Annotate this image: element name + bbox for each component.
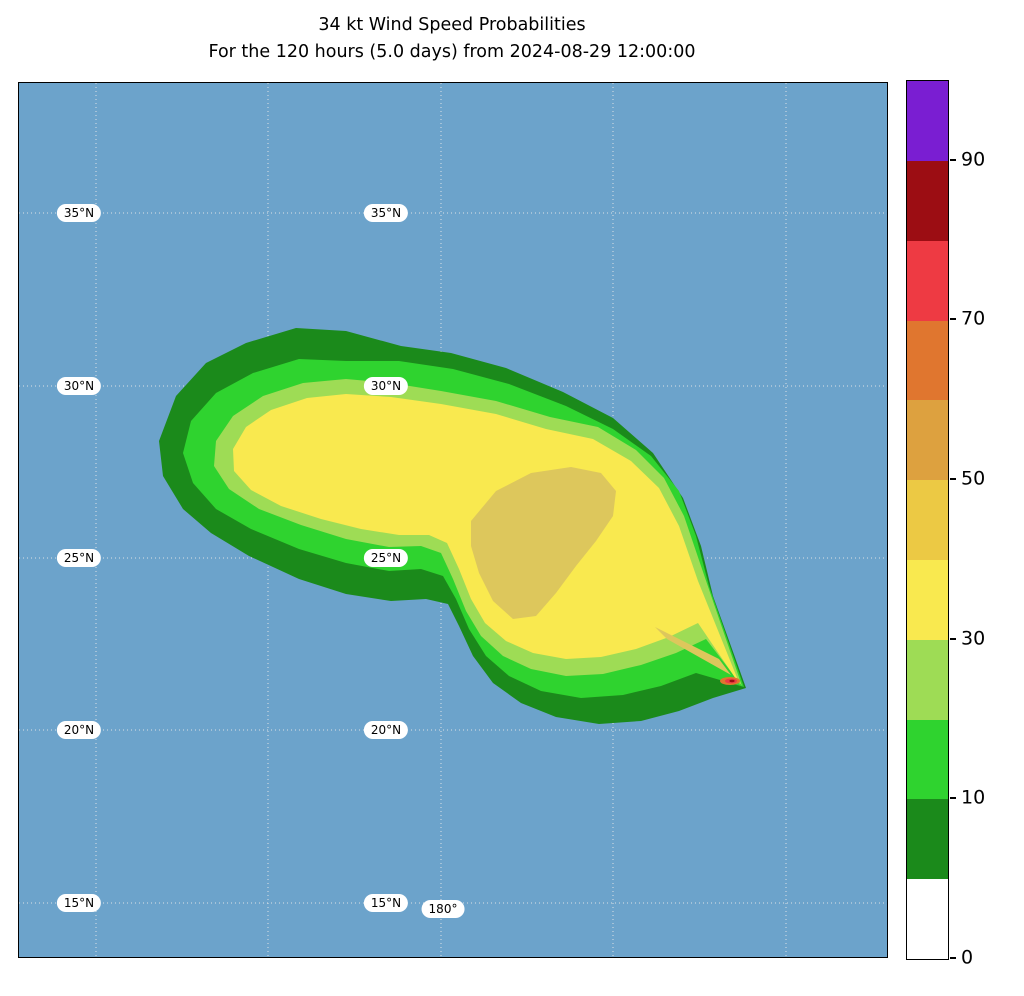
colorbar-tickmark-70 (950, 318, 956, 320)
contour-40pct (471, 467, 616, 619)
lat-label-35n-left: 35°N (56, 204, 102, 222)
colorbar (906, 80, 949, 960)
chart-title: 34 kt Wind Speed Probabilities For the 1… (0, 12, 904, 66)
colorbar-tick-label-90: 90 (961, 148, 986, 171)
colorbar-tickmark-30 (950, 638, 956, 640)
colorbar-segment-0-5 (907, 879, 948, 959)
colorbar-segment-80-90 (907, 160, 948, 241)
lat-label-35n-mid: 35°N (363, 204, 409, 222)
colorbar-segment-5-10 (907, 799, 948, 880)
contour-40pct-streak (655, 627, 731, 675)
colorbar-segment-10-20 (907, 719, 948, 800)
colorbar-segment-70-80 (907, 240, 948, 321)
colorbar-tickmark-50 (950, 478, 956, 480)
colorbar-segment-30-40 (907, 559, 948, 640)
colorbar-segment-20-30 (907, 639, 948, 720)
title-line-1: 34 kt Wind Speed Probabilities (318, 15, 586, 35)
lat-label-20n-left: 20°N (56, 721, 102, 739)
map-panel: 35°N 30°N 25°N 20°N 15°N 35°N 30°N 25°N … (18, 82, 888, 958)
colorbar-tick-label-0: 0 (961, 946, 974, 969)
lat-label-30n-mid: 30°N (363, 377, 409, 395)
lat-label-20n-mid: 20°N (363, 721, 409, 739)
lat-label-30n-left: 30°N (56, 377, 102, 395)
colorbar-segment-90-100 (907, 81, 948, 161)
colorbar-tickmark-0 (950, 957, 956, 959)
colorbar-tickmark-10 (950, 797, 956, 799)
colorbar-segment-60-70 (907, 320, 948, 401)
colorbar-tickmark-90 (950, 159, 956, 161)
origin-marker (720, 677, 740, 685)
lat-label-15n-mid: 15°N (363, 894, 409, 912)
colorbar-segment-40-50 (907, 480, 948, 560)
gridlines (19, 83, 887, 957)
map-canvas (19, 83, 887, 957)
lon-label-180: 180° (421, 900, 465, 918)
colorbar-segment-50-60 (907, 400, 948, 481)
lat-label-25n-mid: 25°N (363, 549, 409, 567)
colorbar-tick-label-50: 50 (961, 467, 986, 490)
colorbar-tick-label-30: 30 (961, 627, 986, 650)
origin-marker-inner (729, 679, 735, 683)
title-line-2: For the 120 hours (5.0 days) from 2024-0… (208, 42, 696, 63)
lat-label-25n-left: 25°N (56, 549, 102, 567)
colorbar-tick-label-70: 70 (961, 307, 986, 330)
lat-label-15n-left: 15°N (56, 894, 102, 912)
colorbar-tick-label-10: 10 (961, 786, 986, 809)
